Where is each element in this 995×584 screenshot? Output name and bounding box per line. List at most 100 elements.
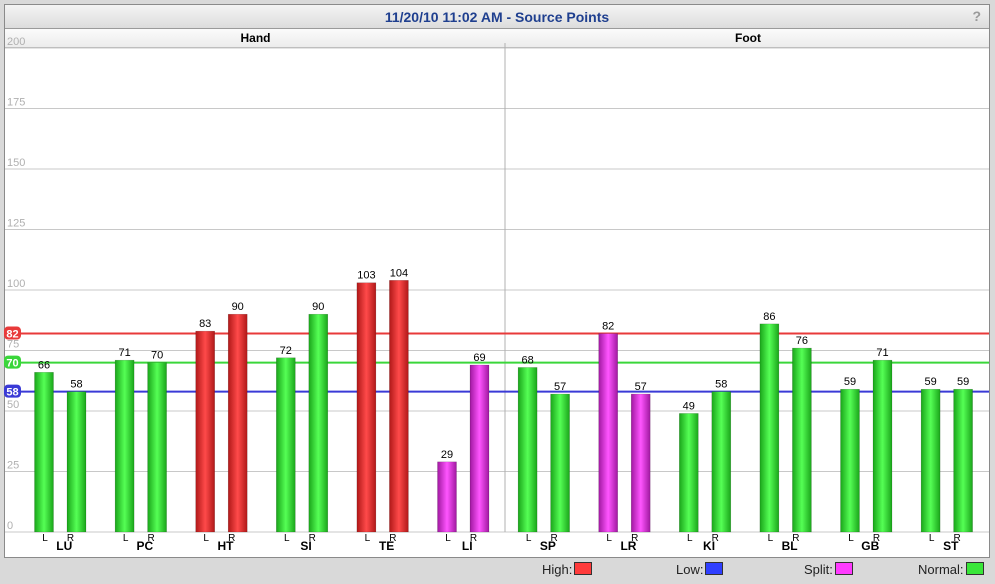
chart-panel: 11/20/10 11:02 AM - Source Points ? Hand… — [4, 4, 990, 558]
category-label: TE — [379, 539, 394, 553]
side-label: R — [550, 533, 557, 544]
help-icon[interactable]: ? — [972, 8, 981, 24]
bar-st-l — [920, 388, 941, 533]
bar-value-label: 70 — [151, 350, 163, 362]
bar-si-r — [308, 313, 329, 533]
bar-lu-r — [66, 391, 87, 533]
bar-value-label: 86 — [763, 311, 775, 323]
category-label: PC — [137, 539, 154, 553]
chart-title: 11/20/10 11:02 AM - Source Points — [384, 9, 610, 25]
legend-split-label: Split: — [804, 562, 833, 577]
bar-value-label: 57 — [554, 381, 566, 393]
reference-badge — [4, 355, 21, 369]
bar-value-label: 90 — [232, 301, 244, 313]
bar-ki-r — [711, 391, 732, 533]
y-tick-label: 125 — [7, 218, 25, 230]
side-label: R — [147, 533, 154, 544]
side-label: R — [228, 533, 235, 544]
category-label: LU — [56, 539, 72, 553]
category-label: ST — [943, 539, 959, 553]
y-tick-label: 0 — [7, 520, 13, 532]
side-label: L — [365, 533, 371, 544]
legend-low-swatch — [705, 562, 724, 575]
group-label-foot: Foot — [735, 31, 761, 45]
bar-li-l — [437, 461, 457, 533]
category-label: HT — [217, 539, 234, 553]
bar-lr-l — [598, 333, 618, 533]
side-label: L — [445, 533, 451, 544]
category-label: BL — [782, 539, 798, 553]
title-bar: 11/20/10 11:02 AM - Source Points ? — [5, 5, 989, 29]
bar-value-label: 69 — [473, 352, 485, 364]
bar-li-r — [469, 364, 490, 533]
y-tick-label: 25 — [7, 460, 19, 472]
legend-split-swatch — [834, 562, 853, 575]
side-label: R — [470, 533, 477, 544]
category-label: LR — [620, 539, 636, 553]
bar-sp-l — [517, 367, 538, 533]
y-tick-label: 75 — [7, 339, 19, 351]
y-tick-label: 150 — [7, 157, 25, 169]
bar-gb-r — [872, 359, 893, 533]
bar-bl-r — [792, 347, 812, 533]
bar-value-label: 90 — [312, 301, 324, 313]
legend-high: High: — [542, 562, 593, 577]
bar-gb-l — [840, 388, 860, 533]
bar-value-label: 82 — [602, 321, 614, 333]
bar-value-label: 68 — [521, 354, 533, 366]
bar-value-label: 58 — [70, 379, 82, 391]
side-label: L — [606, 533, 612, 544]
bar-value-label: 103 — [357, 270, 375, 282]
reference-label: 82 — [6, 329, 18, 341]
legend-low: Low: — [676, 562, 724, 577]
legend-split: Split: — [804, 562, 853, 577]
side-label: L — [929, 533, 935, 544]
category-label: SP — [540, 539, 556, 553]
bar-bl-l — [759, 323, 780, 533]
side-label: L — [123, 533, 129, 544]
bar-te-l — [356, 282, 377, 533]
side-label: R — [631, 533, 638, 544]
bar-value-label: 66 — [38, 359, 50, 371]
bar-value-label: 57 — [635, 381, 647, 393]
y-tick-label: 50 — [7, 399, 19, 411]
category-label: SI — [300, 539, 311, 553]
side-label: L — [284, 533, 290, 544]
y-tick-label: 200 — [7, 36, 25, 48]
bar-value-label: 71 — [118, 347, 130, 359]
bar-value-label: 59 — [844, 376, 856, 388]
reference-badge — [4, 326, 21, 340]
bar-chart: 0 25 50 75 100 125 150 175 200 82 70 58 66 L 58 R LU 71 L 7… — [4, 36, 989, 553]
bar-value-label: 71 — [876, 347, 888, 359]
bar-pc-l — [114, 359, 135, 533]
reference-label: 70 — [6, 358, 18, 370]
y-tick-label: 175 — [7, 97, 25, 109]
bar-value-label: 72 — [280, 345, 292, 357]
bar-st-r — [953, 388, 973, 533]
side-label: L — [203, 533, 209, 544]
bar-sp-r — [550, 393, 570, 533]
legend-high-label: High: — [542, 562, 573, 577]
y-tick-label: 100 — [7, 278, 25, 290]
category-label: GB — [861, 539, 879, 553]
side-label: L — [848, 533, 854, 544]
bar-ki-l — [679, 413, 699, 533]
bar-value-label: 83 — [199, 318, 211, 330]
legend-normal-label: Normal: — [918, 562, 964, 577]
bar-ht-l — [195, 330, 215, 533]
side-label: R — [712, 533, 719, 544]
bar-value-label: 104 — [390, 267, 408, 279]
side-label: L — [526, 533, 532, 544]
bar-value-label: 59 — [924, 376, 936, 388]
category-label: LI — [462, 539, 473, 553]
legend-high-swatch — [574, 562, 593, 575]
bar-lu-l — [34, 372, 54, 533]
bar-pc-r — [147, 362, 167, 533]
bar-value-label: 59 — [957, 376, 969, 388]
legend-low-label: Low: — [676, 562, 704, 577]
bar-value-label: 58 — [715, 379, 727, 391]
side-label: L — [687, 533, 693, 544]
reference-label: 58 — [6, 387, 18, 399]
bar-lr-r — [630, 393, 651, 533]
side-label: R — [953, 533, 960, 544]
